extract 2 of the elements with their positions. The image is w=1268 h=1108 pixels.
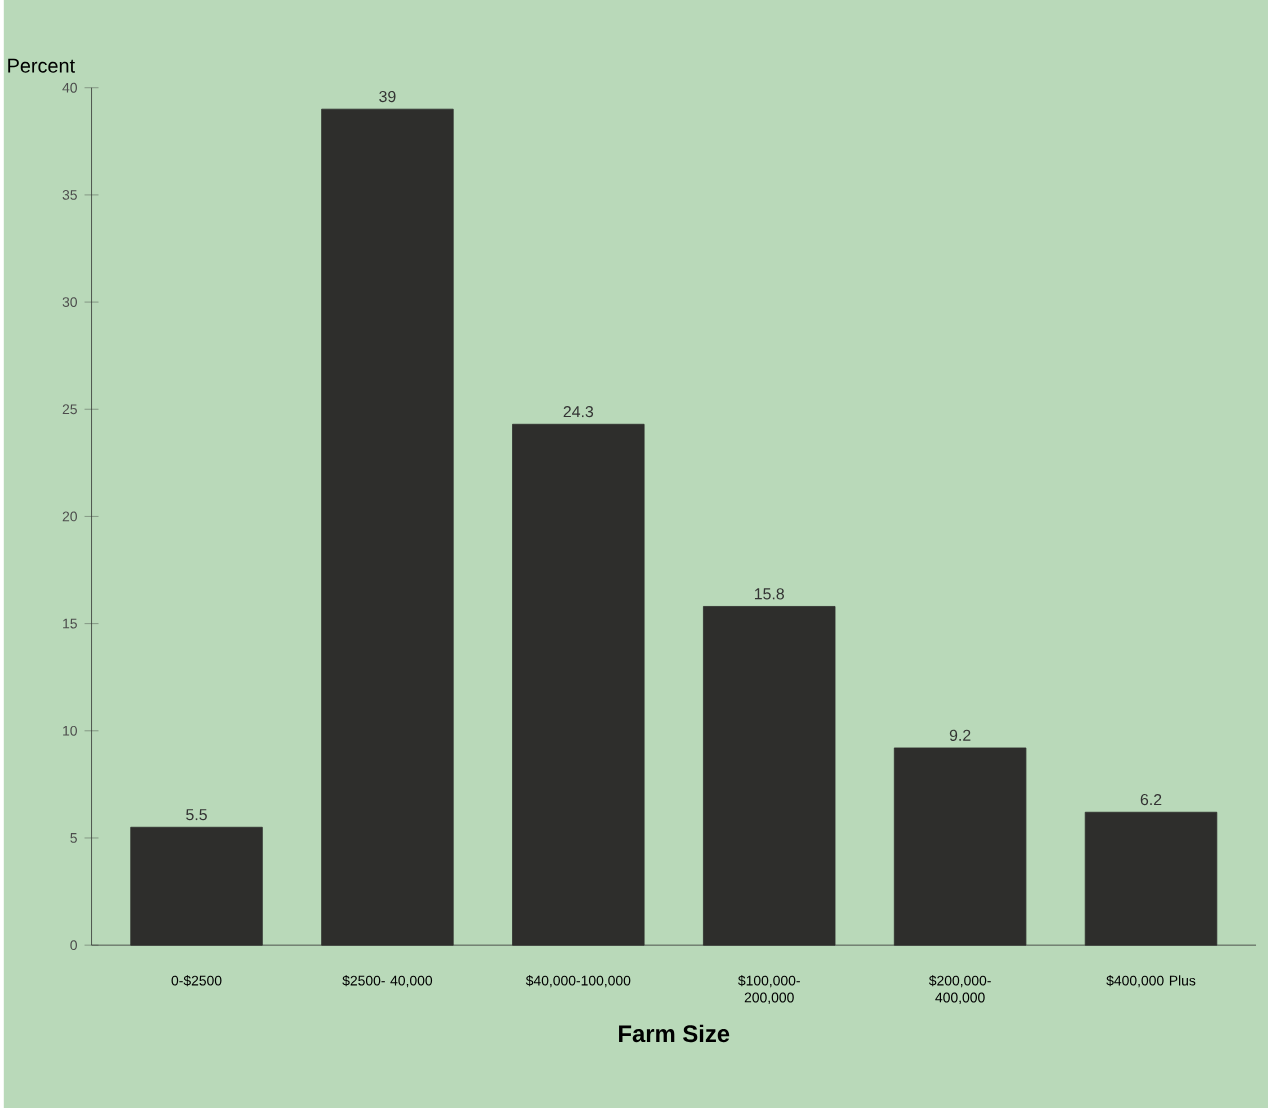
x-axis-title: Farm Size — [619, 1024, 730, 1042]
y-axis-title: Percent — [8, 58, 75, 73]
